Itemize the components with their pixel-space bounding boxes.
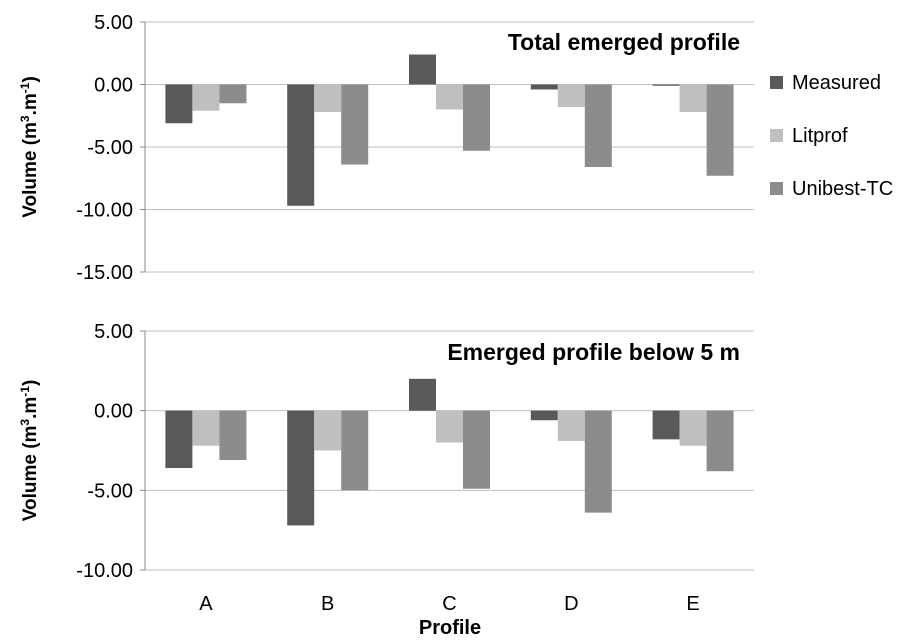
bar-measured-a: [165, 410, 193, 469]
bar-unibest-tc-b: [341, 410, 369, 491]
y-tick-label: -15.00: [76, 262, 133, 284]
x-tick-label: C: [442, 593, 456, 615]
bar-litprof-e: [679, 410, 707, 446]
bar-measured-d: [530, 410, 558, 421]
y-tick-label: -5.00: [87, 480, 133, 502]
bar-litprof-d: [557, 84, 585, 107]
bar-measured-b: [287, 84, 315, 206]
bar-measured-d: [530, 84, 558, 90]
y-axis-label: Volume (m3.m-1): [18, 380, 41, 522]
y-axis-label-part: .m: [20, 397, 41, 419]
y-axis-label-part: 3: [18, 115, 32, 122]
bar-unibest-tc-b: [341, 84, 369, 165]
bar-litprof-b: [314, 84, 342, 112]
legend-label: Unibest-TC: [792, 178, 893, 200]
y-tick-label: 5.00: [94, 321, 133, 343]
y-axis-label: Volume (m3.m-1): [18, 76, 41, 218]
y-axis-label-part: .m: [20, 93, 41, 115]
legend-label: Measured: [792, 72, 881, 94]
y-tick-label: 5.00: [94, 12, 133, 34]
y-tick-label: -5.00: [87, 137, 133, 159]
bar-unibest-tc-a: [219, 84, 247, 104]
bar-measured-e: [652, 84, 680, 86]
bar-unibest-tc-c: [463, 84, 490, 151]
y-tick-label: -10.00: [76, 200, 133, 222]
bar-litprof-e: [679, 84, 707, 112]
bar-litprof-a: [192, 84, 220, 111]
bar-litprof-a: [192, 410, 220, 446]
x-tick-label: E: [686, 593, 699, 615]
bar-measured-c: [409, 378, 436, 411]
y-axis-label-part: -1: [18, 386, 32, 397]
bar-litprof-c: [436, 84, 463, 110]
x-tick-label: B: [321, 593, 334, 615]
bar-measured-b: [287, 410, 315, 526]
bar-unibest-tc-e: [706, 410, 734, 472]
y-tick-label: 0.00: [94, 75, 133, 97]
legend-swatch-measured: [770, 76, 783, 89]
x-tick-label: D: [564, 593, 578, 615]
y-axis-label-part: Volume (m: [20, 426, 41, 522]
y-axis-label-part: Volume (m: [20, 122, 41, 218]
legend-swatch-unibest-tc: [770, 182, 783, 195]
bar-unibest-tc-c: [463, 410, 490, 489]
bar-measured-e: [652, 410, 680, 440]
bar-litprof-c: [436, 410, 463, 443]
bar-litprof-d: [557, 410, 585, 441]
bar-litprof-b: [314, 410, 342, 451]
panel-title: Emerged profile below 5 m: [447, 339, 740, 365]
bar-unibest-tc-e: [706, 84, 734, 176]
legend-label: Litprof: [792, 125, 848, 147]
bar-unibest-tc-d: [584, 410, 612, 513]
panel-title: Total emerged profile: [508, 29, 740, 55]
y-axis-label-part: -1: [18, 82, 32, 93]
bar-measured-a: [165, 84, 193, 124]
y-axis-label-part: ): [20, 380, 41, 386]
y-tick-label: 0.00: [94, 401, 133, 423]
legend-swatch-litprof: [770, 129, 783, 142]
y-axis-label-part: 3: [18, 419, 32, 426]
x-axis-label: Profile: [419, 617, 481, 639]
bar-unibest-tc-d: [584, 84, 612, 167]
y-tick-label: -10.00: [76, 560, 133, 582]
bar-measured-c: [409, 54, 436, 85]
x-tick-label: A: [199, 593, 213, 615]
y-axis-label-part: ): [20, 76, 41, 82]
bar-unibest-tc-a: [219, 410, 247, 461]
